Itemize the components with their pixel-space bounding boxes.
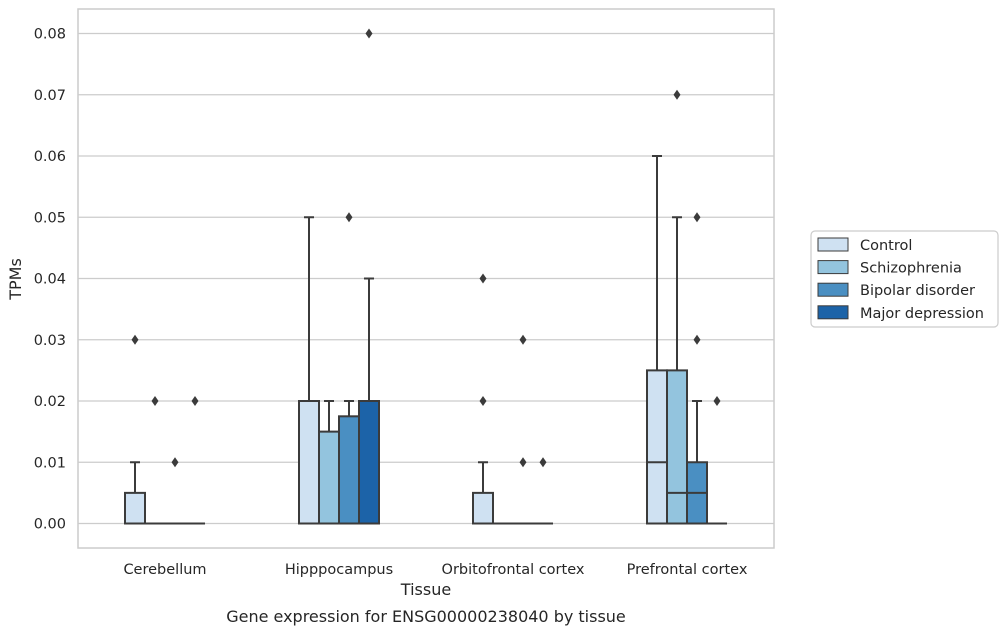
box-schizophrenia <box>318 400 340 525</box>
legend-label: Control <box>860 238 912 254</box>
legend-label: Schizophrenia <box>860 261 962 277</box>
outlier-point <box>479 273 487 284</box>
x-axis: Cerebellum Hipppocampus Orbitofrontal cort… <box>123 562 747 578</box>
outlier-point <box>673 89 681 100</box>
box-major-depression <box>185 396 205 525</box>
box-control <box>124 334 146 525</box>
box-schizophrenia <box>145 396 165 525</box>
box-rect <box>666 369 688 525</box>
y-tick-label: 0.04 <box>34 272 66 288</box>
x-axis-label: Tissue <box>400 580 451 599</box>
outlier-point <box>191 396 199 406</box>
box-bipolar-disorder <box>165 457 185 525</box>
box-bipolar-disorder <box>338 212 360 525</box>
legend-swatch <box>817 305 849 320</box>
box-bipolar-disorder <box>513 334 533 525</box>
legend-swatch <box>817 260 849 275</box>
outlier-point <box>365 28 373 39</box>
legend-label: Major depression <box>860 306 984 322</box>
outlier-point <box>519 334 527 345</box>
outlier-point <box>345 212 353 223</box>
box-rect <box>338 415 360 525</box>
box-rect <box>298 400 320 525</box>
box-major-depression <box>707 396 727 525</box>
x-tick-label: Hipppocampus <box>285 562 393 578</box>
outlier-point <box>539 457 547 468</box>
y-tick-label: 0.06 <box>34 149 66 165</box>
legend-swatch <box>817 237 849 252</box>
outlier-point <box>479 396 487 406</box>
x-tick-label: Cerebellum <box>123 562 206 578</box>
y-axis: 0.00 0.01 0.02 0.03 0.04 0.05 0.06 0.07 0.08 <box>34 27 66 533</box>
outlier-point <box>151 396 159 406</box>
box-rect <box>358 400 380 525</box>
outlier-point <box>693 212 701 223</box>
legend: Control Schizophrenia Bipolar disorder Majo… <box>810 230 999 328</box>
box-bipolar-disorder <box>686 212 708 525</box>
x-tick-label: Orbitofrontal cortex <box>442 562 585 578</box>
y-tick-label: 0.08 <box>34 27 66 43</box>
outlier-point <box>713 396 721 406</box>
y-tick-label: 0.03 <box>34 333 66 349</box>
outlier-point <box>171 457 179 468</box>
box-rect <box>646 369 668 525</box>
plot-area <box>77 8 775 549</box>
y-tick-label: 0.00 <box>34 517 66 533</box>
box-control <box>646 155 668 525</box>
chart-caption: Gene expression for ENSG00000238040 by t… <box>226 607 626 626</box>
legend-frame <box>810 230 999 328</box>
y-tick-label: 0.07 <box>34 88 66 104</box>
box-schizophrenia <box>666 89 688 525</box>
box-control <box>298 216 320 525</box>
box-major-depression <box>358 28 380 525</box>
x-tick-label: Prefrontal cortex <box>627 562 748 578</box>
y-tick-label: 0.01 <box>34 455 66 471</box>
outlier-point <box>131 334 139 345</box>
box-rect <box>124 491 146 525</box>
y-axis-label: TPMs <box>6 258 25 301</box>
y-tick-label: 0.05 <box>34 210 66 226</box>
box-rect <box>472 491 494 525</box>
legend-label: Bipolar disorder <box>860 283 975 299</box>
outlier-point <box>693 334 701 345</box>
legend-swatch <box>817 282 849 297</box>
box-rect <box>318 430 340 525</box>
boxes <box>124 28 727 525</box>
y-tick-label: 0.02 <box>34 394 66 410</box>
box-control <box>472 273 494 525</box>
outlier-point <box>519 457 527 468</box>
box-major-depression <box>533 457 553 525</box>
